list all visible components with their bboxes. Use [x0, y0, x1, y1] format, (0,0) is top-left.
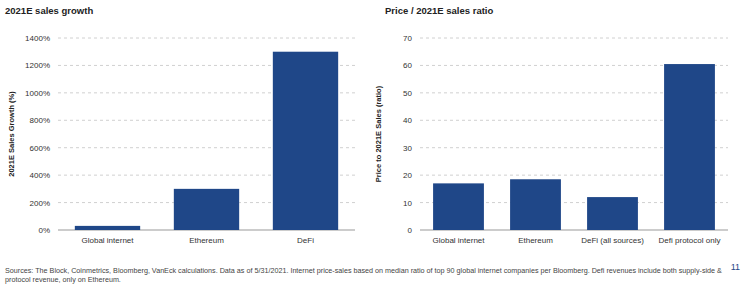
x-tick-label: Global internet	[81, 236, 134, 245]
bars	[433, 64, 715, 230]
x-tick-label: Ethereum	[518, 236, 553, 245]
y-tick-label: 0	[408, 226, 413, 235]
y-tick-label: 1200%	[25, 61, 50, 70]
bar	[433, 183, 484, 230]
y-tick-label: 400%	[30, 171, 50, 180]
bar	[75, 226, 140, 230]
x-tick-label: DeFi	[297, 236, 314, 245]
y-tick-label: 60	[403, 61, 412, 70]
bars	[75, 52, 338, 230]
bar	[273, 52, 338, 230]
y-tick-label: 200%	[30, 199, 50, 208]
chart-title: Price / 2021E sales ratio	[385, 5, 493, 16]
bar	[510, 179, 561, 230]
x-tick-label: Global internet	[432, 236, 485, 245]
page: 2021E sales growth 2021E Sales Growth (%)…	[0, 0, 748, 290]
x-tick-label: Defi protocol only	[659, 236, 721, 245]
x-tick-label: Ethereum	[189, 236, 224, 245]
y-axis-label: Price to 2021E Sales (ratio)	[374, 85, 383, 182]
grid-line	[58, 38, 355, 39]
y-tick-label: 1400%	[25, 34, 50, 43]
y-tick-label: 0%	[38, 226, 50, 235]
y-tick-label: 50	[403, 89, 412, 98]
y-axis-label: 2021E Sales Growth (%)	[7, 91, 16, 177]
chart: 2021E sales growth 2021E Sales Growth (%)…	[5, 5, 355, 245]
y-tick-label: 600%	[30, 144, 50, 153]
y-tick-label: 70	[403, 34, 412, 43]
y-tick-label: 10	[403, 199, 412, 208]
chart: Price / 2021E sales ratio Price to 2021E …	[374, 5, 728, 245]
y-tick-label: 1000%	[25, 89, 50, 98]
y-tick-label: 20	[403, 171, 412, 180]
bar	[664, 64, 715, 230]
page-number: 11	[731, 262, 740, 272]
x-tick-label: DeFi (all sources)	[581, 236, 644, 245]
bar	[174, 189, 239, 230]
bar	[587, 197, 638, 230]
source-note: Sources: The Block, Coinmetrics, Bloombe…	[5, 266, 722, 275]
chart-title: 2021E sales growth	[5, 5, 93, 16]
grid-line	[420, 38, 728, 39]
y-tick-label: 40	[403, 116, 412, 125]
source-note: protocol revenue, only on Ethereum.	[5, 275, 121, 284]
y-tick-label: 800%	[30, 116, 50, 125]
y-tick-label: 30	[403, 144, 412, 153]
